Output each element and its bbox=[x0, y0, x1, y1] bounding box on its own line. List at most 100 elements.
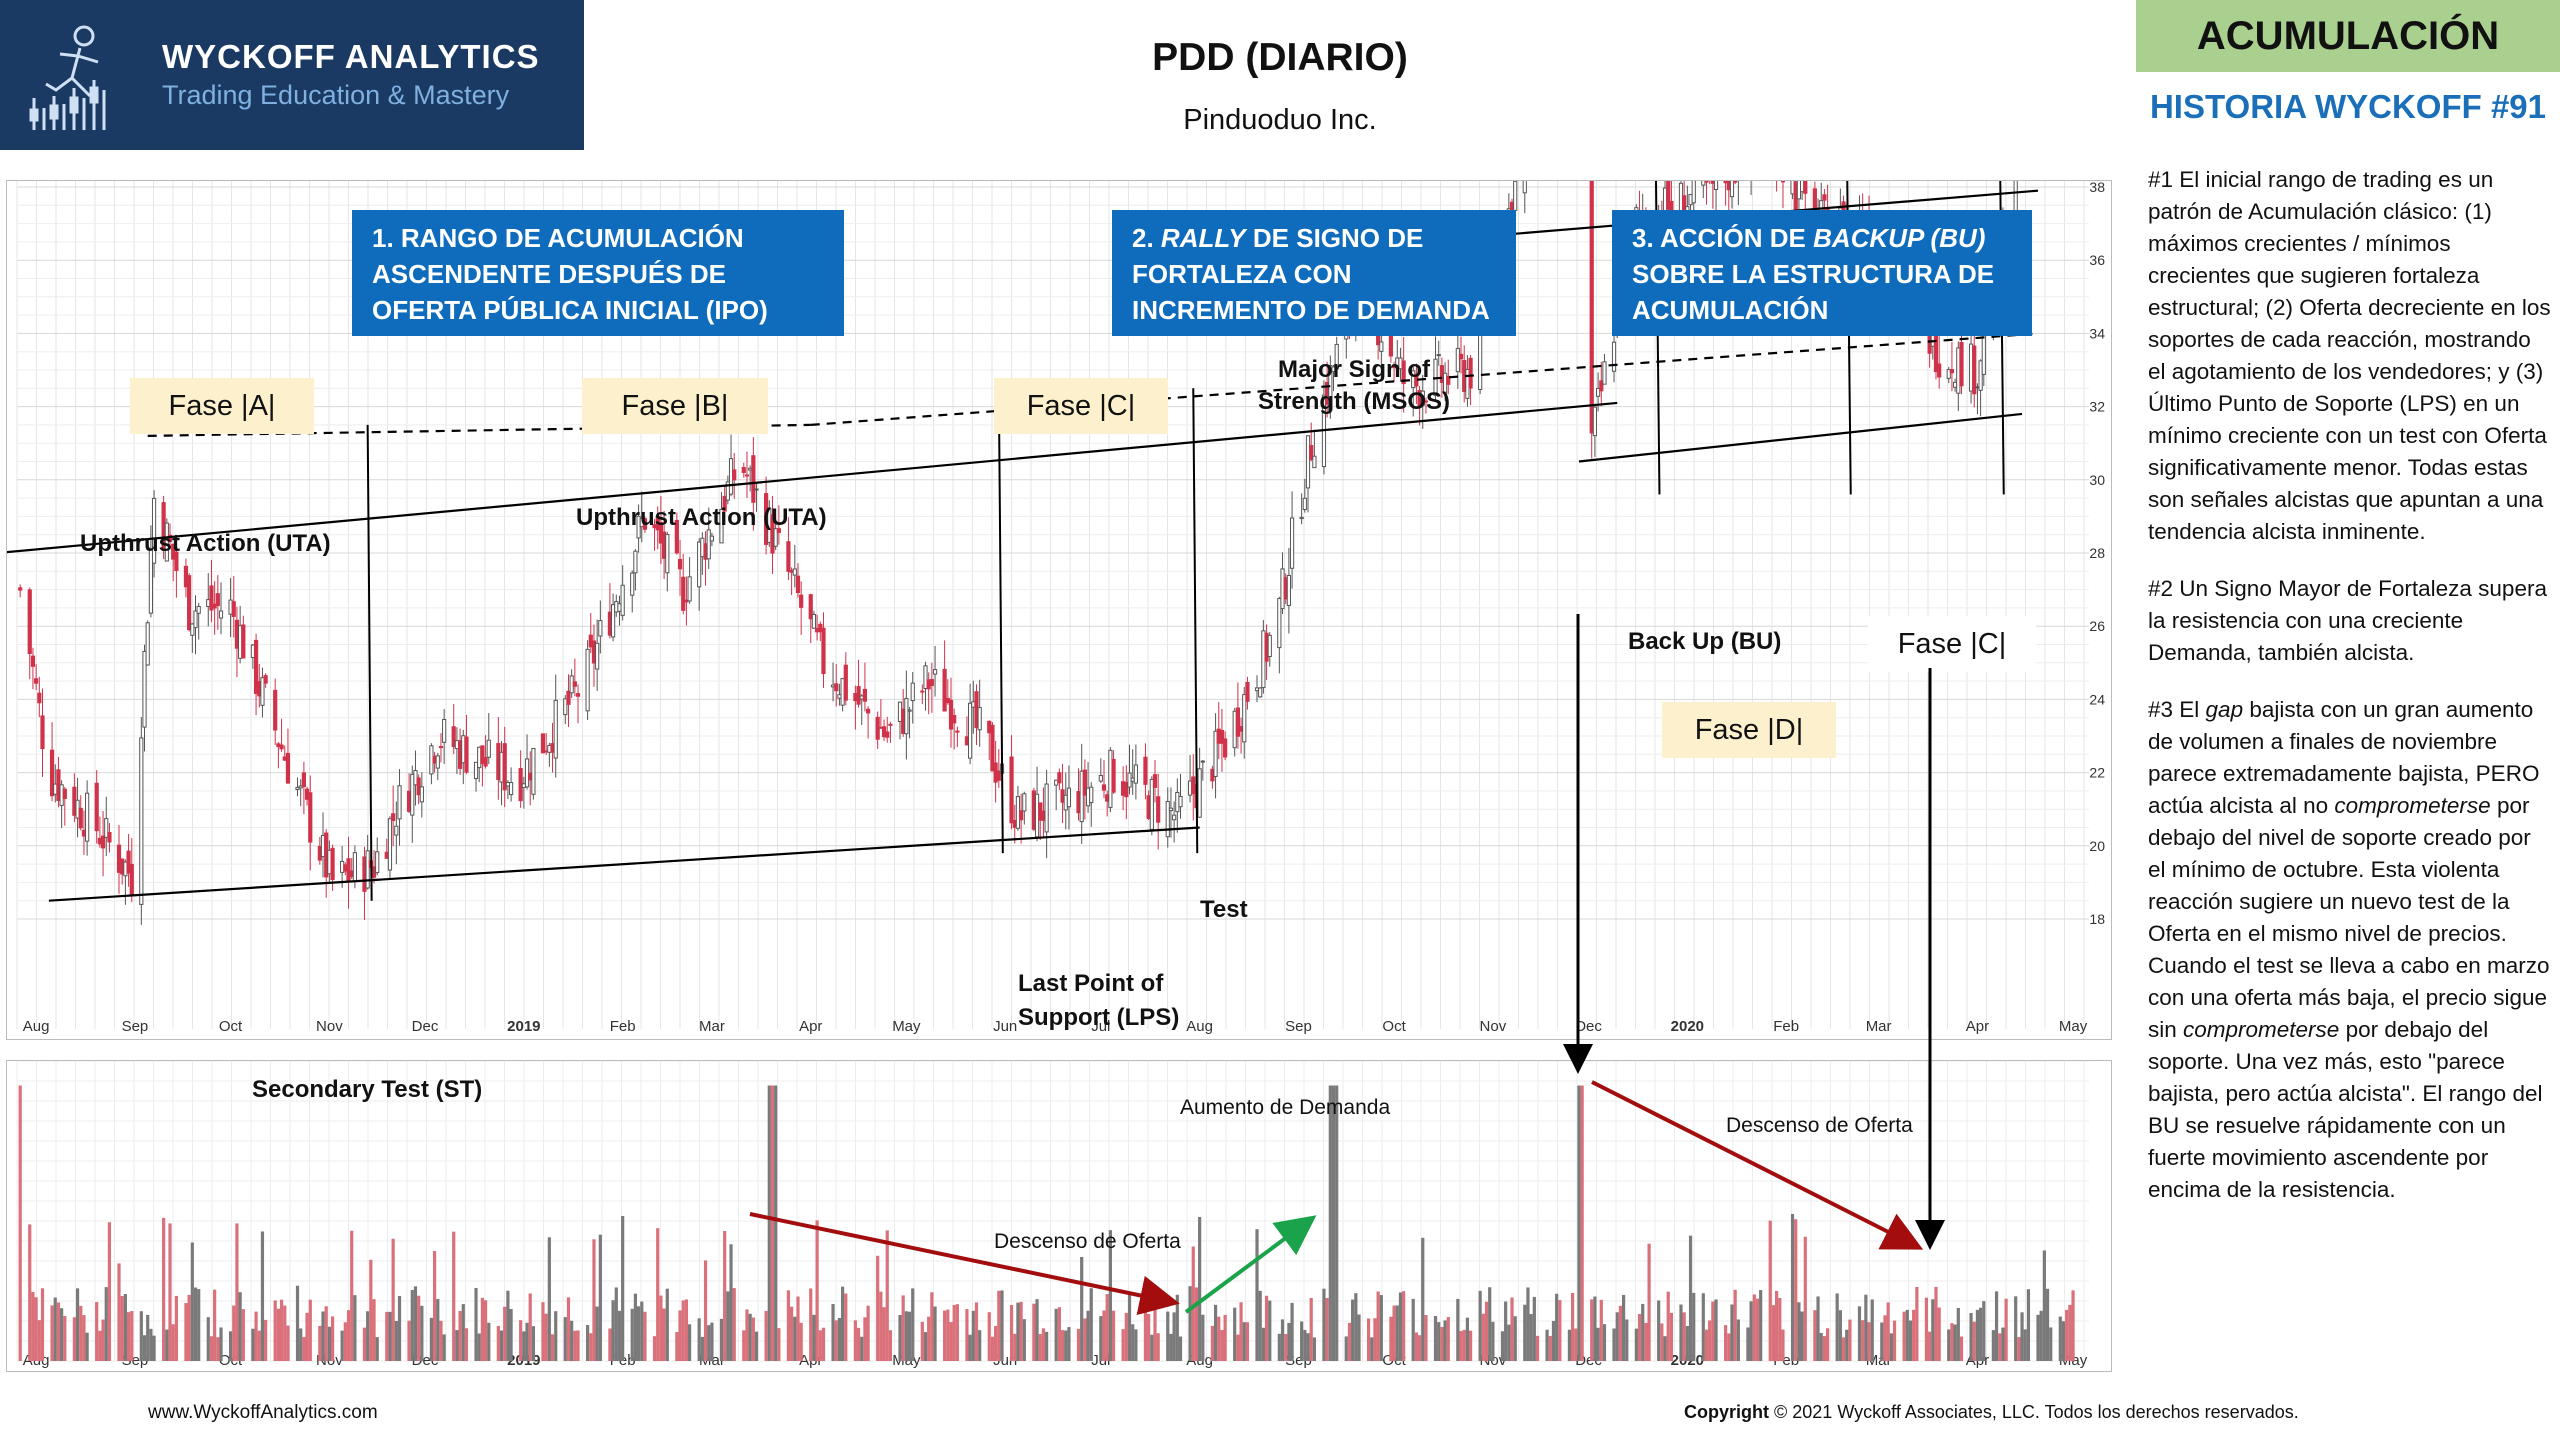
volume-bar bbox=[1822, 1336, 1827, 1361]
volume-bar bbox=[1870, 1299, 1874, 1361]
volume-bar bbox=[279, 1299, 284, 1361]
y-tick-label: 24 bbox=[2089, 691, 2105, 707]
candle-body bbox=[1133, 764, 1138, 784]
volume-bar bbox=[1816, 1296, 1820, 1361]
volume-bar bbox=[793, 1316, 797, 1361]
volume-bar bbox=[1931, 1299, 1935, 1361]
candle-body bbox=[540, 733, 546, 754]
volume-bar bbox=[1178, 1336, 1183, 1361]
volume-bar bbox=[174, 1295, 178, 1361]
x-tick-label: May bbox=[2059, 1018, 2088, 1035]
candle-body bbox=[1152, 774, 1158, 788]
volume-bar bbox=[1446, 1317, 1450, 1361]
candle-body bbox=[1200, 760, 1205, 763]
volume-bar bbox=[1574, 1328, 1578, 1361]
volume-bar bbox=[764, 1310, 768, 1361]
candle-body bbox=[630, 572, 635, 596]
volume-bar bbox=[2017, 1337, 2021, 1361]
volume-bar bbox=[2058, 1316, 2062, 1361]
candle-body bbox=[795, 575, 801, 593]
volume-bar bbox=[617, 1310, 622, 1361]
volume-bar bbox=[955, 1304, 959, 1361]
candle-body bbox=[585, 648, 590, 712]
x-tick-label: Oct bbox=[1382, 1018, 1406, 1035]
volume-bar bbox=[439, 1320, 443, 1361]
candle-body bbox=[1082, 769, 1087, 796]
volume-bar bbox=[1580, 1085, 1584, 1361]
volume-bar bbox=[496, 1325, 500, 1361]
volume-bar bbox=[1468, 1330, 1473, 1361]
runner-logo-icon bbox=[29, 25, 106, 130]
volume-bar bbox=[1666, 1291, 1670, 1361]
volume-bar bbox=[1124, 1312, 1128, 1361]
candle-body bbox=[719, 508, 724, 544]
phase-separator-bc bbox=[997, 388, 1004, 854]
volume-bar bbox=[264, 1319, 268, 1361]
phase-separator-ab bbox=[366, 424, 373, 901]
volume-bar bbox=[1067, 1327, 1071, 1361]
candle-body bbox=[932, 669, 938, 675]
y-tick-label: 26 bbox=[2089, 618, 2105, 634]
volume-bar bbox=[643, 1311, 647, 1361]
volume-bar bbox=[1800, 1311, 1804, 1361]
candle-body bbox=[1423, 400, 1429, 403]
footer-website[interactable]: www.WyckoffAnalytics.com bbox=[148, 1402, 378, 1423]
candle-body bbox=[1949, 369, 1955, 374]
candle-body bbox=[473, 761, 479, 779]
candle-body bbox=[1458, 353, 1464, 360]
volume-bar bbox=[1331, 1085, 1336, 1361]
volume-bar bbox=[34, 1297, 38, 1361]
volume-bar bbox=[729, 1244, 733, 1361]
x-tick-label: Apr bbox=[799, 1018, 822, 1035]
phase-c-2: Fase |C| bbox=[1868, 616, 2036, 672]
volume-bar bbox=[1057, 1307, 1061, 1361]
volume-bar bbox=[1679, 1304, 1683, 1361]
volume-bar bbox=[997, 1290, 1001, 1361]
volume-bar bbox=[1892, 1320, 1897, 1361]
volume-bar bbox=[2014, 1296, 2018, 1361]
volume-bar bbox=[1950, 1323, 1954, 1361]
volume-bar bbox=[888, 1330, 893, 1361]
volume-bar bbox=[1841, 1337, 1846, 1361]
volume-bar bbox=[1456, 1298, 1460, 1361]
volume-bar bbox=[949, 1322, 953, 1361]
candle-body bbox=[888, 723, 893, 726]
volume-bar bbox=[1596, 1327, 1600, 1361]
lps-label-line1: Last Point of bbox=[1018, 970, 1164, 997]
volume-bar bbox=[18, 1085, 22, 1361]
volume-bar bbox=[1009, 1304, 1014, 1361]
volume-bar bbox=[353, 1295, 357, 1361]
candle-body bbox=[687, 576, 692, 602]
volume-bar bbox=[1322, 1288, 1326, 1361]
volume-bar bbox=[1724, 1325, 1728, 1361]
volume-bar bbox=[2061, 1321, 2066, 1361]
candle-body bbox=[1299, 516, 1304, 520]
volume-bar bbox=[786, 1290, 791, 1361]
volume-bar bbox=[684, 1299, 689, 1361]
candle-body bbox=[866, 708, 871, 714]
volume-bar bbox=[257, 1330, 261, 1361]
candle-body bbox=[811, 613, 817, 629]
candle-body bbox=[1009, 756, 1014, 824]
volume-bar bbox=[754, 1331, 759, 1361]
volume-bar bbox=[1351, 1299, 1355, 1361]
candle-body bbox=[1401, 360, 1406, 385]
candle-body bbox=[301, 772, 306, 788]
candle-body bbox=[1044, 783, 1049, 833]
candle-body bbox=[1066, 787, 1072, 808]
volume-bar bbox=[442, 1334, 446, 1361]
candle-body bbox=[260, 677, 265, 706]
volume-bar bbox=[2068, 1304, 2072, 1361]
volume-bar bbox=[193, 1287, 198, 1361]
volume-bar bbox=[1414, 1332, 1418, 1361]
volume-bar bbox=[123, 1294, 127, 1361]
candle-body bbox=[996, 770, 1001, 781]
volume-bar bbox=[1309, 1297, 1313, 1361]
volume-bar bbox=[1440, 1327, 1444, 1361]
x-tick-label: Feb bbox=[1773, 1018, 1799, 1035]
volume-bar bbox=[1172, 1312, 1176, 1361]
candle-body bbox=[952, 714, 957, 724]
volume-bar bbox=[566, 1297, 571, 1361]
volume-bar bbox=[1682, 1312, 1686, 1361]
volume-bar bbox=[1749, 1301, 1753, 1361]
